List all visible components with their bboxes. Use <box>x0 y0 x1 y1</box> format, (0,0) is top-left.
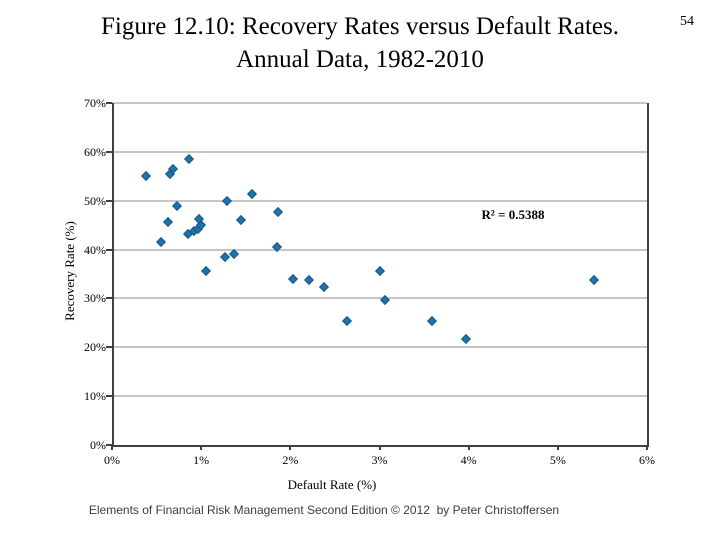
title-line-1: Figure 12.10: Recovery Rates versus Defa… <box>101 13 619 40</box>
y-tick-mark <box>106 248 112 251</box>
y-tick-mark <box>106 395 112 398</box>
y-tick-label: 20% <box>84 340 106 355</box>
y-tick-label: 10% <box>84 389 106 404</box>
x-tick-mark <box>646 445 648 450</box>
data-point <box>288 274 298 285</box>
data-point <box>427 315 438 326</box>
gridline <box>112 248 647 251</box>
data-point <box>461 334 471 345</box>
x-tick-mark <box>467 445 470 450</box>
x-tick-label: 0% <box>104 453 120 467</box>
data-point <box>172 200 183 211</box>
data-point <box>183 153 194 164</box>
x-tick-label: 3% <box>371 453 388 467</box>
y-tick-mark <box>106 102 112 104</box>
plot-right-border <box>647 103 649 447</box>
gridline <box>112 199 647 202</box>
gridline <box>112 395 647 398</box>
x-tick-label: 6% <box>639 453 655 467</box>
data-point <box>379 294 390 305</box>
title-line-2: Annual Data, 1982-2010 <box>236 46 484 73</box>
data-point <box>247 188 257 199</box>
data-point <box>229 249 240 260</box>
footer-text: Elements of Financial Risk Management Se… <box>88 503 560 517</box>
y-axis-line <box>112 103 114 447</box>
data-point <box>163 216 174 227</box>
y-tick-label: 50% <box>84 193 106 208</box>
x-axis-line <box>112 445 649 447</box>
x-tick-label: 2% <box>282 453 299 467</box>
y-tick-label: 40% <box>84 242 106 257</box>
data-point <box>304 275 314 286</box>
slide-number: 54 <box>680 14 694 29</box>
x-tick-label: 4% <box>460 453 477 467</box>
x-tick-mark <box>556 445 559 450</box>
data-point <box>236 215 247 226</box>
y-tick-label: 0% <box>90 438 106 452</box>
data-point <box>200 266 211 277</box>
y-tick-label: 60% <box>84 144 106 159</box>
x-tick-mark <box>111 445 113 450</box>
gridline <box>112 346 647 349</box>
y-tick-mark <box>106 297 112 300</box>
gridline <box>112 150 647 153</box>
data-point <box>589 274 600 285</box>
x-tick-mark <box>200 445 203 450</box>
gridline <box>112 102 647 104</box>
data-point <box>375 266 386 277</box>
x-tick-label: 5% <box>549 453 566 467</box>
x-tick-label: 1% <box>193 453 210 467</box>
y-tick-mark <box>106 346 112 349</box>
x-tick-mark <box>289 445 292 450</box>
x-tick-mark <box>378 445 381 450</box>
x-axis-title: Default Rate (%) <box>287 477 377 492</box>
y-tick-label: 30% <box>84 291 106 306</box>
data-point <box>342 316 353 327</box>
y-tick-mark <box>106 199 112 202</box>
data-point <box>222 195 232 206</box>
data-point <box>140 171 151 182</box>
gridline <box>112 297 647 300</box>
data-point <box>156 237 166 248</box>
data-point <box>272 207 283 218</box>
y-tick-label: 70% <box>84 96 106 110</box>
page-title: Figure 12.10: Recovery Rates versus Defa… <box>0 10 720 76</box>
data-point <box>319 282 330 293</box>
r-squared-annotation: R² = 0.5388 <box>481 207 545 222</box>
y-tick-mark <box>106 444 112 446</box>
y-tick-mark <box>106 150 112 153</box>
